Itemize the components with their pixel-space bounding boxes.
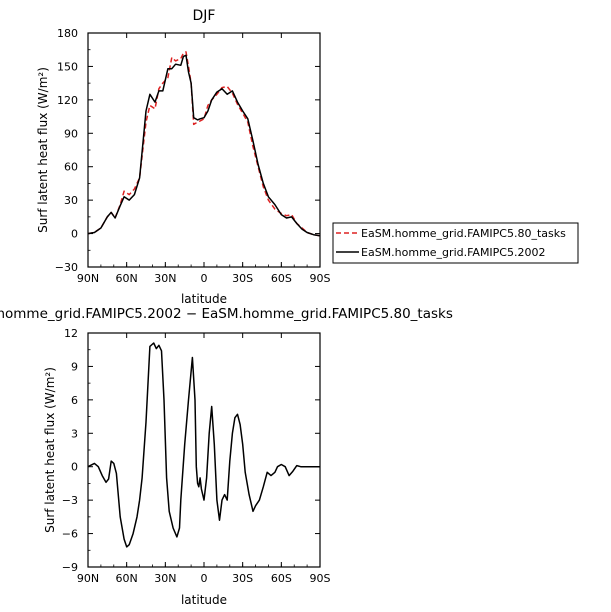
legend-box — [332, 222, 579, 264]
y-tick-label: 180 — [57, 27, 78, 40]
y-tick-label: 3 — [71, 427, 78, 440]
series-line-black-solid — [87, 54, 321, 237]
y-tick-label: −30 — [55, 261, 78, 274]
bottom-y-axis-label: Surf latent heat flux (W/m²) — [43, 367, 57, 533]
top-chart-title: DJF — [193, 8, 216, 24]
y-tick-label: 9 — [71, 360, 78, 373]
x-tick-label: 30S — [232, 572, 253, 585]
bottom-chart: EaSM.homme_grid.FAMIPC5.2002 − EaSM.homm… — [0, 306, 453, 607]
legend: EaSM.homme_grid.FAMIPC5.80_tasks EaSM.ho… — [332, 222, 579, 264]
x-tick-label: 60N — [116, 272, 138, 285]
y-tick-label: 6 — [71, 394, 78, 407]
x-tick-label: 60N — [116, 572, 138, 585]
x-tick-label: 0 — [201, 272, 208, 285]
x-tick-label: 30S — [232, 272, 253, 285]
y-tick-label: 60 — [64, 161, 78, 174]
top-y-axis-label: Surf latent heat flux (W/m²) — [36, 67, 50, 233]
top-chart: DJF 90N 60N 30N 0 30S 60S 90S −30 0 30 60 90 120 150 1… — [36, 8, 579, 306]
y-tick-label: 0 — [71, 228, 78, 241]
x-tick-label: 0 — [201, 572, 208, 585]
y-tick-label: 12 — [64, 327, 78, 340]
x-tick-label: 60S — [271, 272, 292, 285]
bottom-x-axis-label: latitude — [181, 593, 227, 607]
x-tick-label: 90N — [77, 272, 99, 285]
y-tick-label: −3 — [62, 494, 78, 507]
x-tick-label: 30N — [154, 572, 176, 585]
series-line-red-dashed — [87, 51, 321, 237]
x-tick-label: 90N — [77, 572, 99, 585]
y-tick-label: 0 — [71, 461, 78, 474]
legend-label: EaSM.homme_grid.FAMIPC5.80_tasks — [361, 227, 566, 240]
x-tick-label: 90S — [310, 272, 331, 285]
y-tick-label: 150 — [57, 60, 78, 73]
y-tick-label: 30 — [64, 194, 78, 207]
legend-label: EaSM.homme_grid.FAMIPC5.2002 — [361, 246, 545, 259]
x-tick-label: 30N — [154, 272, 176, 285]
y-tick-label: 90 — [64, 127, 78, 140]
top-plot-frame — [87, 32, 321, 268]
bottom-chart-title: EaSM.homme_grid.FAMIPC5.2002 − EaSM.homm… — [0, 306, 453, 322]
x-tick-label: 60S — [271, 572, 292, 585]
top-x-axis-label: latitude — [181, 292, 227, 306]
x-tick-label: 90S — [310, 572, 331, 585]
y-tick-label: −9 — [62, 561, 78, 574]
y-tick-label: −6 — [62, 528, 78, 541]
series-line-black-solid — [87, 342, 320, 548]
y-tick-label: 120 — [57, 94, 78, 107]
